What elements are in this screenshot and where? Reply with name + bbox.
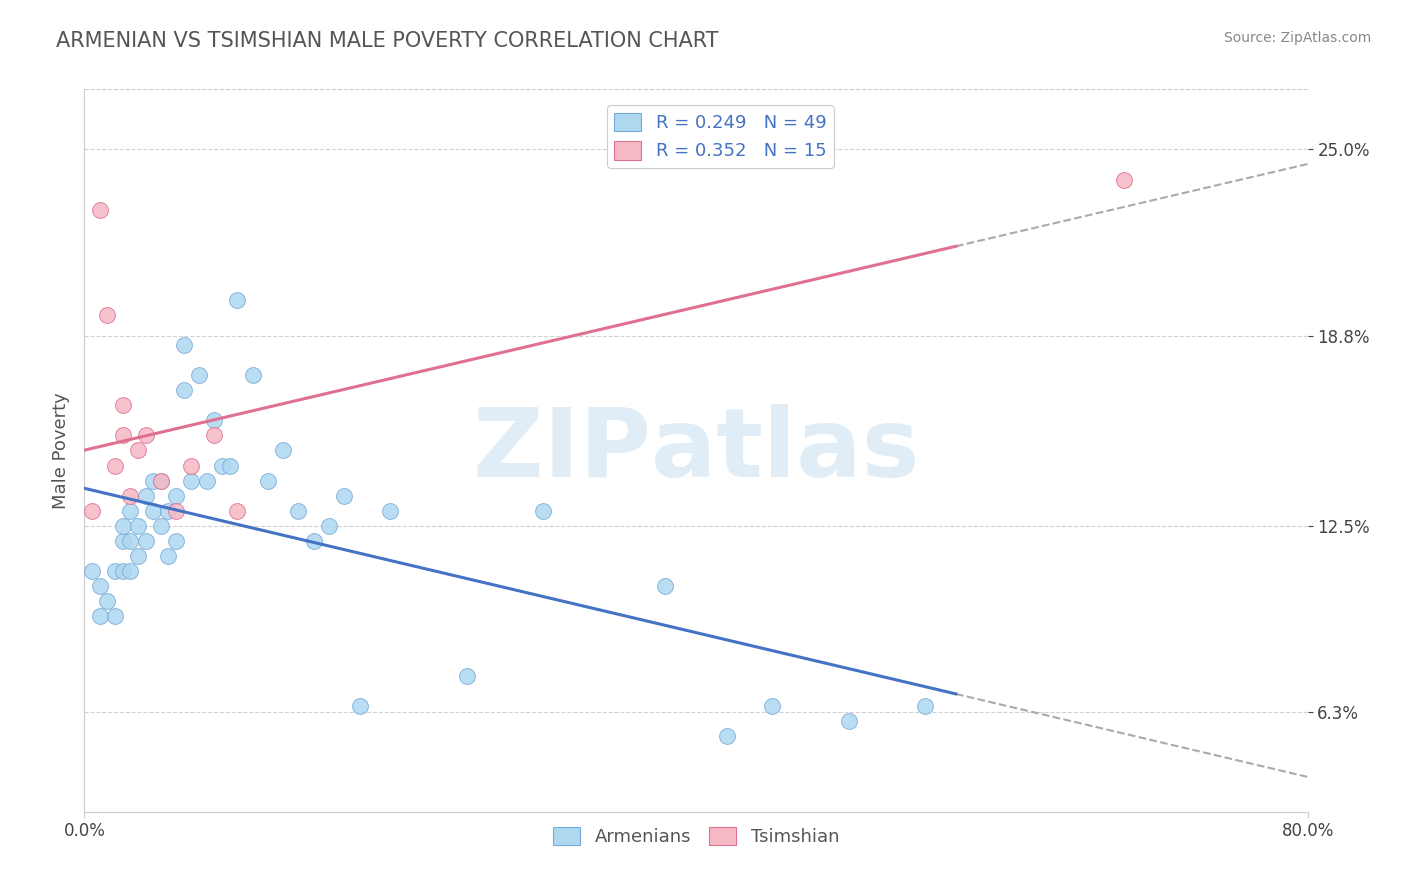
Point <box>142 474 165 488</box>
Point <box>149 474 172 488</box>
Point <box>257 474 280 488</box>
Point <box>111 533 134 548</box>
Point <box>318 518 340 533</box>
Point <box>180 474 202 488</box>
Point <box>271 443 294 458</box>
Point <box>188 368 211 383</box>
Point <box>80 503 103 517</box>
Text: ZIP​atlas: ZIP​atlas <box>472 404 920 497</box>
Point <box>456 669 478 683</box>
Point <box>89 202 111 217</box>
Point <box>173 338 195 352</box>
Point <box>127 518 149 533</box>
Point <box>127 549 149 563</box>
Point <box>111 398 134 412</box>
Point <box>380 503 402 517</box>
Point <box>127 443 149 458</box>
Point <box>180 458 202 473</box>
Point <box>111 428 134 442</box>
Point <box>531 503 554 517</box>
Point <box>120 564 142 578</box>
Point <box>157 503 180 517</box>
Point <box>242 368 264 383</box>
Point <box>96 308 118 322</box>
Point <box>120 503 142 517</box>
Point <box>654 579 676 593</box>
Text: Source: ZipAtlas.com: Source: ZipAtlas.com <box>1223 31 1371 45</box>
Point <box>104 609 127 624</box>
Point <box>135 428 157 442</box>
Point <box>914 699 936 714</box>
Point <box>104 458 127 473</box>
Point <box>287 503 309 517</box>
Point <box>218 458 240 473</box>
Point <box>302 533 325 548</box>
Point <box>149 474 172 488</box>
Point <box>838 714 860 729</box>
Point <box>80 564 103 578</box>
Point <box>349 699 371 714</box>
Point <box>149 518 172 533</box>
Point <box>173 384 195 398</box>
Point <box>142 503 165 517</box>
Point <box>135 533 157 548</box>
Point <box>1114 172 1136 186</box>
Point <box>165 489 187 503</box>
Point <box>111 564 134 578</box>
Point <box>96 594 118 608</box>
Point <box>761 699 783 714</box>
Point <box>89 609 111 624</box>
Point <box>211 458 233 473</box>
Point <box>104 564 127 578</box>
Point <box>202 428 225 442</box>
Point <box>120 533 142 548</box>
Point <box>89 579 111 593</box>
Point <box>135 489 157 503</box>
Point <box>120 489 142 503</box>
Point <box>195 474 218 488</box>
Point <box>165 503 187 517</box>
Text: ARMENIAN VS TSIMSHIAN MALE POVERTY CORRELATION CHART: ARMENIAN VS TSIMSHIAN MALE POVERTY CORRE… <box>56 31 718 51</box>
Point <box>716 730 738 744</box>
Point <box>202 413 225 427</box>
Point <box>226 293 249 307</box>
Point <box>226 503 249 517</box>
Point <box>165 533 187 548</box>
Legend: Armenians, Tsimshian: Armenians, Tsimshian <box>546 820 846 854</box>
Point <box>333 489 356 503</box>
Point <box>111 518 134 533</box>
Y-axis label: Male Poverty: Male Poverty <box>52 392 70 508</box>
Point <box>157 549 180 563</box>
